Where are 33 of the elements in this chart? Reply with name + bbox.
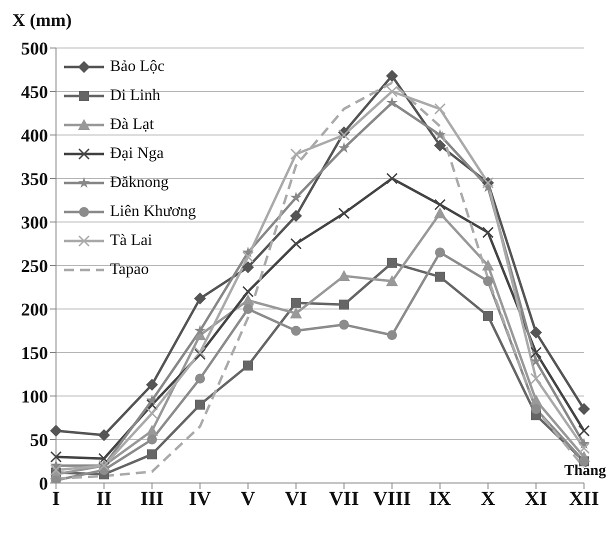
y-tick-label: 0 (39, 473, 48, 494)
legend-label: Tà Lai (110, 232, 152, 250)
x-tick-label: I (52, 488, 60, 510)
y-tick-label: 100 (21, 386, 48, 406)
legend-label: Đăknong (110, 174, 169, 192)
x-tick-label: X (480, 488, 496, 510)
x-tick-label: XII (568, 488, 600, 510)
y-tick-label: 400 (21, 125, 48, 146)
x-tick-label: III (140, 488, 164, 510)
legend-label: Đà Lạt (110, 116, 154, 134)
legend-label: Đại Nga (110, 144, 164, 162)
y-tick-label: 150 (21, 342, 48, 363)
y-tick-label: 350 (21, 168, 48, 189)
y-tick-label: 250 (21, 256, 48, 276)
x-tick-label: VIII (373, 488, 412, 510)
x-tick-label: IX (428, 488, 452, 510)
x-axis-title: Tháng (564, 463, 606, 479)
x-tick-label: XI (524, 488, 548, 510)
x-tick-label: IV (188, 488, 212, 510)
x-tick-label: VII (328, 488, 360, 510)
y-tick-label: 200 (21, 299, 48, 320)
y-tick-label: 500 (21, 38, 48, 58)
y-tick-label: 300 (21, 212, 48, 232)
y-tick-label: 50 (30, 430, 48, 450)
legend-label: Liên Khương (110, 202, 196, 220)
y-tick-label: 450 (21, 82, 48, 102)
x-tick-label: II (96, 488, 112, 510)
legend-label: Di Linh (110, 86, 160, 104)
legend-label: Tapao (110, 260, 149, 278)
x-tick-label: VI (284, 488, 308, 510)
x-tick-label: V (240, 488, 256, 510)
legend-label: Bảo Lộc (110, 58, 165, 76)
y-axis-title: X (mm) (12, 10, 72, 30)
